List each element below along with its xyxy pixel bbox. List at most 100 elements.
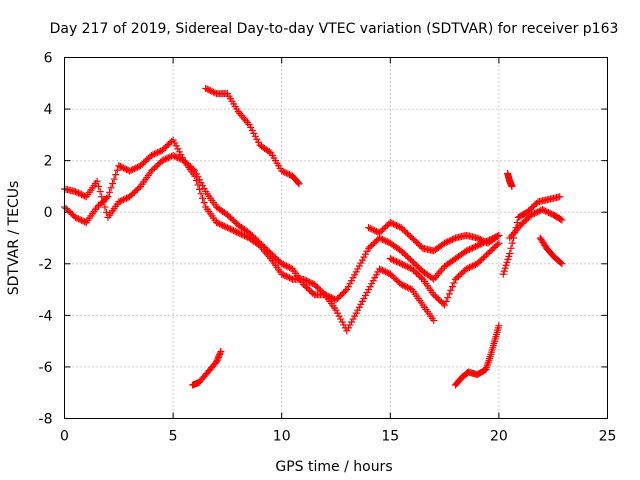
data-point (253, 135, 261, 143)
data-point (282, 272, 290, 280)
data-point (402, 251, 410, 259)
series-track-j (536, 234, 566, 268)
data-point (500, 267, 508, 275)
data-point (304, 277, 312, 285)
data-point (214, 353, 222, 361)
data-point (278, 260, 286, 268)
data-point (312, 282, 320, 290)
data-point (475, 241, 483, 249)
data-point (149, 165, 157, 173)
data-point (344, 324, 352, 332)
data-point (375, 265, 383, 273)
data-point (219, 221, 227, 229)
data-point (73, 188, 81, 196)
data-point (115, 162, 123, 170)
data-point (416, 265, 424, 273)
data-point (203, 85, 211, 93)
data-point (399, 225, 407, 233)
data-point (458, 269, 466, 277)
data-point (394, 258, 402, 266)
data-point (163, 154, 171, 162)
data-point (462, 265, 470, 273)
data-point (285, 263, 293, 271)
data-point (130, 165, 138, 173)
data-point (397, 280, 405, 288)
data-point (200, 199, 208, 207)
data-point (287, 264, 295, 272)
data-point (192, 177, 200, 185)
data-point (127, 166, 135, 174)
x-tick-label: 5 (169, 429, 178, 445)
data-point (543, 208, 551, 216)
data-point (129, 190, 137, 198)
data-point (346, 321, 354, 329)
x-tick-label: 10 (273, 429, 291, 445)
data-point (216, 220, 224, 228)
data-point (360, 253, 368, 261)
data-point (174, 145, 182, 153)
data-point (236, 230, 244, 238)
data-point (175, 154, 183, 162)
data-point (155, 148, 163, 156)
data-point (383, 238, 391, 246)
data-point (152, 163, 160, 171)
data-point (316, 286, 324, 294)
data-point (119, 164, 127, 172)
data-point (112, 171, 120, 179)
data-point (368, 241, 376, 249)
data-point (481, 252, 489, 260)
data-point (400, 227, 408, 235)
data-point (310, 280, 318, 288)
data-point (279, 168, 287, 176)
data-point (144, 154, 152, 162)
data-point (285, 171, 293, 179)
data-point (126, 167, 134, 175)
data-point (393, 276, 401, 284)
data-point (102, 208, 110, 216)
data-point (102, 194, 110, 202)
data-point (199, 182, 207, 190)
data-point (279, 271, 287, 279)
data-point (379, 266, 387, 274)
data-point (475, 258, 483, 266)
series-track-d (365, 219, 503, 255)
data-point (448, 283, 456, 291)
data-point (158, 146, 166, 154)
data-point (531, 201, 539, 209)
data-point (408, 257, 416, 265)
data-point (538, 206, 546, 214)
x-tick-label: 15 (381, 429, 399, 445)
data-point (397, 247, 405, 255)
data-point (64, 206, 72, 214)
data-point (78, 216, 86, 224)
data-point (169, 151, 177, 159)
data-point (231, 218, 239, 226)
data-point (558, 260, 566, 268)
data-point (545, 209, 553, 217)
data-point (279, 261, 287, 269)
data-point (96, 188, 104, 196)
data-point (197, 190, 205, 198)
y-tick-label: -4 (39, 308, 53, 324)
data-point (405, 263, 413, 271)
data-point (223, 224, 231, 232)
data-point (168, 137, 176, 145)
data-point (386, 270, 394, 278)
data-point (366, 243, 374, 251)
data-point (371, 227, 379, 235)
data-point (304, 285, 312, 293)
data-point (225, 212, 233, 220)
data-point (363, 247, 371, 255)
data-point (389, 220, 397, 228)
data-point (67, 209, 75, 217)
data-point (489, 245, 497, 253)
data-point (475, 235, 483, 243)
data-point (445, 290, 453, 298)
data-point (453, 274, 461, 282)
data-point (152, 149, 160, 157)
data-point (389, 256, 397, 264)
data-point (358, 256, 366, 264)
data-point (195, 176, 203, 184)
data-point (228, 226, 236, 234)
